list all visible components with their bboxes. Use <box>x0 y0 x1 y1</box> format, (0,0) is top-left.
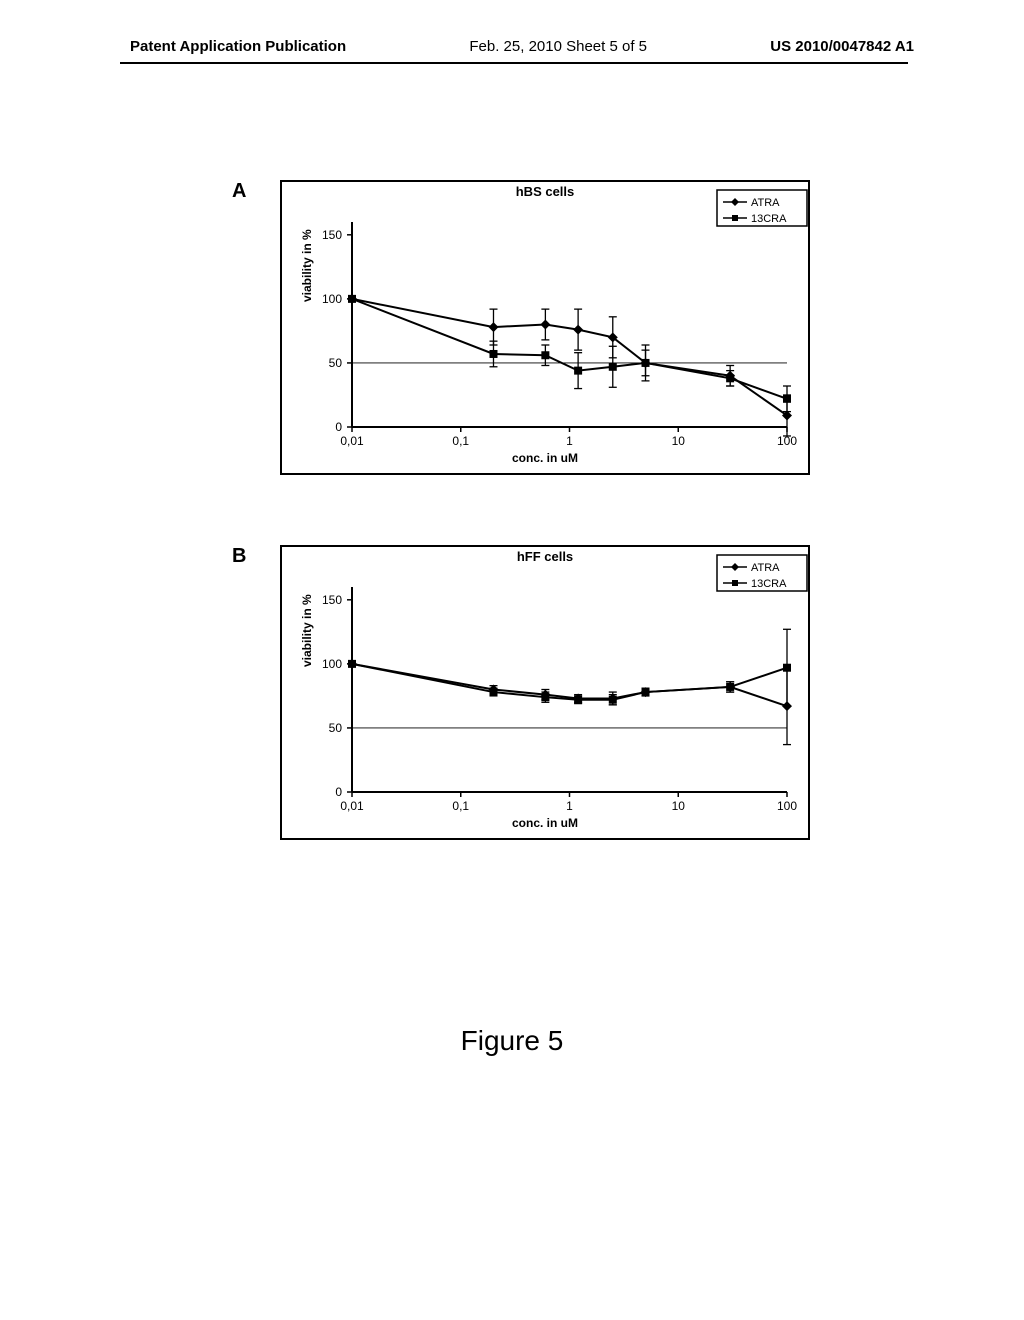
chart-a: hBS cells viability in % conc. in uM 050… <box>280 180 810 475</box>
figure-caption: Figure 5 <box>0 1025 1024 1057</box>
svg-text:150: 150 <box>322 593 342 607</box>
header-left: Patent Application Publication <box>130 38 346 55</box>
svg-text:0,01: 0,01 <box>340 799 364 813</box>
panel-label-b: B <box>232 545 246 568</box>
svg-text:0: 0 <box>335 785 342 799</box>
svg-text:150: 150 <box>322 228 342 242</box>
svg-text:13CRA: 13CRA <box>751 213 787 225</box>
svg-text:1: 1 <box>566 799 573 813</box>
svg-text:50: 50 <box>329 356 343 370</box>
svg-text:0: 0 <box>335 420 342 434</box>
svg-text:100: 100 <box>322 657 342 671</box>
svg-text:13CRA: 13CRA <box>751 578 787 590</box>
header-center: Feb. 25, 2010 Sheet 5 of 5 <box>469 38 647 55</box>
panel-label-a: A <box>232 180 246 203</box>
page-header: Patent Application Publication Feb. 25, … <box>0 38 1024 55</box>
header-rule <box>120 62 908 64</box>
header-right: US 2010/0047842 A1 <box>770 38 914 55</box>
svg-text:0,01: 0,01 <box>340 434 364 448</box>
chart-b: hFF cells viability in % conc. in uM 050… <box>280 545 810 840</box>
svg-text:1: 1 <box>566 434 573 448</box>
chart-a-svg: 0501001500,010,1110100ATRA13CRA <box>282 182 812 477</box>
svg-text:50: 50 <box>329 721 343 735</box>
svg-text:10: 10 <box>672 799 686 813</box>
svg-text:100: 100 <box>777 799 797 813</box>
chart-b-svg: 0 50 100 150 0,01 0,1 1 10 100 ATRA 13CRA <box>282 547 812 842</box>
svg-text:ATRA: ATRA <box>751 562 780 574</box>
svg-text:ATRA: ATRA <box>751 197 780 209</box>
svg-text:0,1: 0,1 <box>452 799 469 813</box>
svg-text:10: 10 <box>672 434 686 448</box>
svg-text:0,1: 0,1 <box>452 434 469 448</box>
svg-text:100: 100 <box>322 292 342 306</box>
